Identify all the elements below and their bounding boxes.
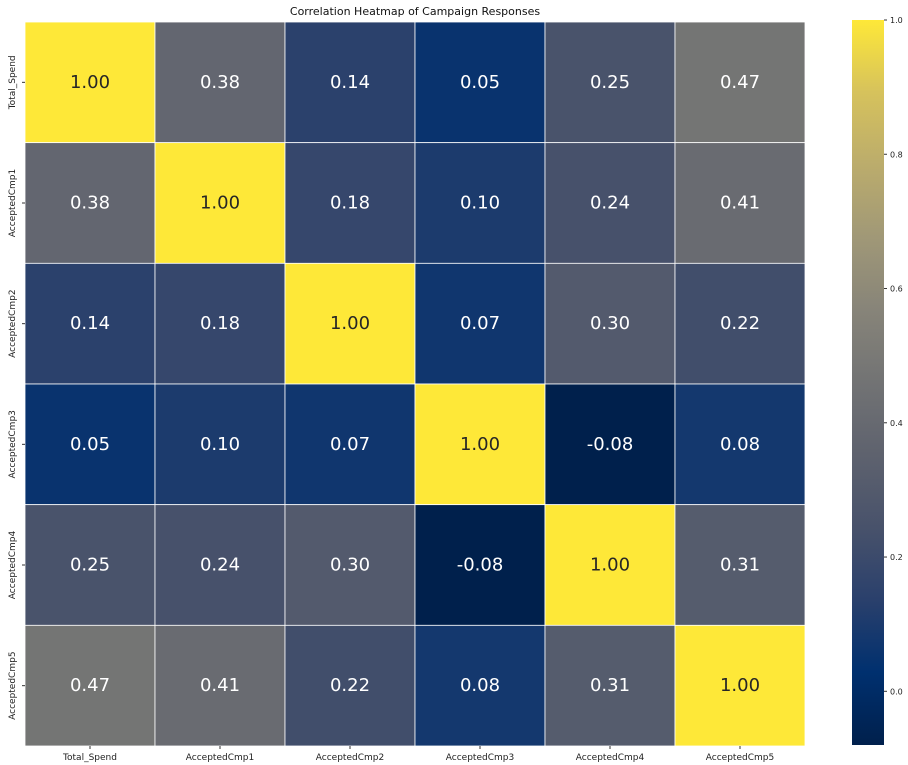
y-tick-label: Total_Spend bbox=[8, 55, 18, 110]
cell-value: 1.00 bbox=[330, 313, 370, 334]
heatmap-cell bbox=[24, 504, 156, 626]
heatmap-cell bbox=[154, 142, 286, 264]
heatmap-cell bbox=[284, 624, 416, 747]
cell-value: 0.31 bbox=[590, 675, 630, 696]
cell-value: 0.25 bbox=[70, 555, 110, 576]
x-tick-label: AcceptedCmp2 bbox=[316, 753, 384, 763]
cell-value: 0.30 bbox=[330, 555, 370, 576]
cell-value: 0.05 bbox=[70, 434, 110, 455]
heatmap-cell bbox=[24, 142, 156, 264]
heatmap-cell bbox=[24, 262, 156, 385]
cell-value: 0.30 bbox=[590, 313, 630, 334]
cell-value: 1.00 bbox=[590, 555, 630, 576]
heatmap-cell bbox=[674, 262, 806, 385]
heatmap-cell bbox=[284, 142, 416, 264]
colorbar bbox=[852, 20, 884, 745]
heatmap-cell bbox=[24, 383, 156, 506]
heatmap-cell bbox=[414, 21, 546, 144]
x-tick-label: Total_Spend bbox=[62, 753, 117, 763]
cell-value: 0.10 bbox=[460, 193, 500, 214]
cell-value: 1.00 bbox=[70, 72, 110, 93]
heatmap-cell bbox=[544, 21, 676, 144]
cell-value: 0.14 bbox=[70, 313, 110, 334]
cell-value: 0.24 bbox=[590, 193, 630, 214]
cell-value: 0.38 bbox=[70, 193, 110, 214]
heatmap-cell bbox=[414, 624, 546, 747]
colorbar-tick-label: 1.0 bbox=[890, 16, 903, 25]
cell-value: 0.25 bbox=[590, 72, 630, 93]
colorbar-tick-label: 0.8 bbox=[890, 150, 903, 159]
cell-value: 0.05 bbox=[460, 72, 500, 93]
heatmap-cell bbox=[414, 383, 546, 506]
colorbar-tick-label: 0.4 bbox=[890, 419, 903, 428]
heatmap-cell bbox=[674, 624, 806, 747]
colorbar-tick-label: 0.6 bbox=[890, 285, 903, 294]
cell-value: 0.22 bbox=[720, 313, 760, 334]
chart-title: Correlation Heatmap of Campaign Response… bbox=[289, 5, 541, 18]
y-tick-label: AcceptedCmp5 bbox=[8, 651, 18, 719]
y-tick-label: AcceptedCmp1 bbox=[8, 169, 18, 237]
cell-value: 0.47 bbox=[70, 675, 110, 696]
x-tick-label: AcceptedCmp4 bbox=[576, 753, 645, 763]
cell-value: 0.41 bbox=[720, 193, 760, 214]
heatmap-cell bbox=[154, 262, 286, 385]
cell-value: 0.31 bbox=[720, 555, 760, 576]
heatmap-cell bbox=[154, 624, 286, 747]
heatmap-cell bbox=[544, 504, 676, 626]
heatmap-cell bbox=[284, 383, 416, 506]
heatmap-cell bbox=[284, 504, 416, 626]
heatmap-cell bbox=[674, 504, 806, 626]
heatmap-cell bbox=[674, 383, 806, 506]
cell-value: 0.22 bbox=[330, 675, 370, 696]
heatmap-cell bbox=[154, 383, 286, 506]
y-tick-label: AcceptedCmp3 bbox=[8, 410, 18, 478]
cell-value: 0.10 bbox=[200, 434, 240, 455]
heatmap-cell bbox=[414, 504, 546, 626]
colorbar-tick-label: 0.2 bbox=[890, 553, 903, 562]
cell-value: 0.14 bbox=[330, 72, 370, 93]
cell-value: -0.08 bbox=[457, 555, 504, 576]
heatmap-cell bbox=[674, 21, 806, 144]
cell-value: 0.08 bbox=[720, 434, 760, 455]
x-tick-label: AcceptedCmp1 bbox=[186, 753, 254, 763]
cell-value: 0.08 bbox=[460, 675, 500, 696]
cell-value: 0.24 bbox=[200, 555, 240, 576]
cell-value: 1.00 bbox=[460, 434, 500, 455]
heatmap-cell bbox=[154, 504, 286, 626]
heatmap-cell bbox=[544, 142, 676, 264]
y-tick-label: AcceptedCmp4 bbox=[8, 531, 18, 600]
heatmap-cell bbox=[674, 142, 806, 264]
cell-value: 0.38 bbox=[200, 72, 240, 93]
cell-value: 0.07 bbox=[330, 434, 370, 455]
heatmap-cell bbox=[544, 624, 676, 747]
heatmap-cell bbox=[284, 262, 416, 385]
cell-value: 1.00 bbox=[720, 675, 760, 696]
cell-value: 0.18 bbox=[330, 193, 370, 214]
cell-value: 0.07 bbox=[460, 313, 500, 334]
cell-value: 0.41 bbox=[200, 675, 240, 696]
colorbar-tick-label: 0.0 bbox=[890, 687, 903, 696]
cell-value: -0.08 bbox=[587, 434, 634, 455]
cell-value: 0.47 bbox=[720, 72, 760, 93]
cell-value: 1.00 bbox=[200, 193, 240, 214]
x-tick-label: AcceptedCmp3 bbox=[446, 753, 514, 763]
x-tick-label: AcceptedCmp5 bbox=[706, 753, 774, 763]
y-tick-label: AcceptedCmp2 bbox=[8, 289, 18, 357]
cell-value: 0.18 bbox=[200, 313, 240, 334]
heatmap-cell bbox=[24, 624, 156, 747]
